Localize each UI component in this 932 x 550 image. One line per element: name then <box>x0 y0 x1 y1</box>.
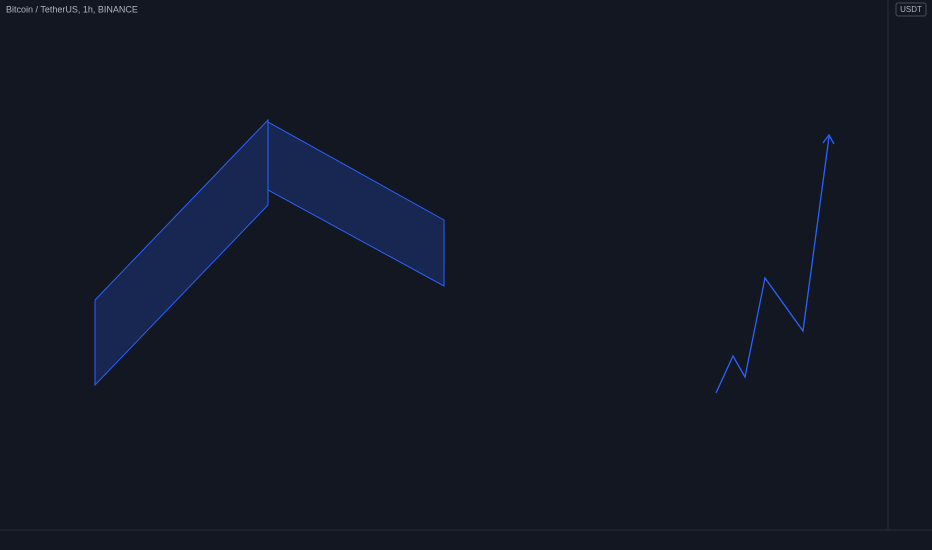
ascending-channel <box>94 118 269 387</box>
projection-arrow <box>822 133 835 145</box>
currency-badge[interactable] <box>895 2 927 17</box>
projection-path <box>715 136 830 394</box>
descending-channel <box>267 121 445 287</box>
currency-label[interactable]: USDT <box>900 5 922 14</box>
symbol-title: Bitcoin / TetherUS, 1h, BINANCE <box>6 4 138 14</box>
price-axis <box>888 0 932 530</box>
